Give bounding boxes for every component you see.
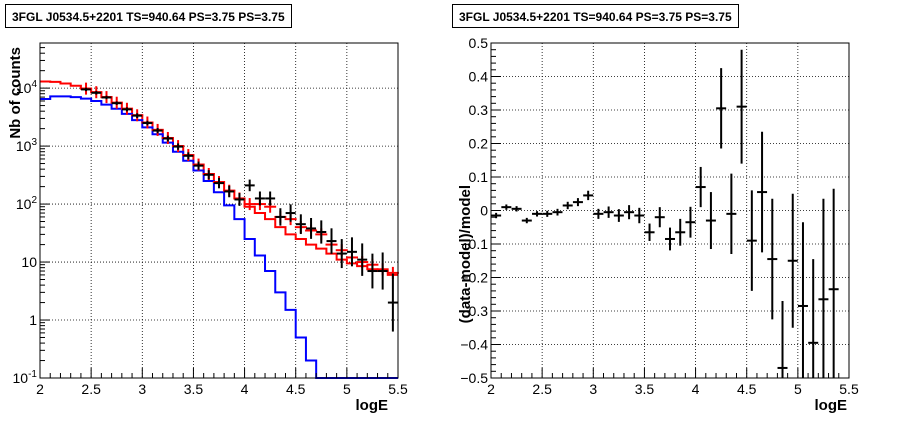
plot-frame	[39, 42, 399, 379]
x-tick-label: 4.5	[737, 381, 757, 397]
y-tick-label: 0.2	[469, 136, 489, 152]
x-tick-label: 4.5	[286, 381, 306, 397]
y-tick-label: 10	[21, 254, 37, 270]
y-tick-label: 102	[16, 195, 38, 212]
x-tick-label: 4	[692, 381, 700, 397]
y-tick-label: 104	[16, 79, 38, 96]
right-chart-title: 3FGL J0534.5+2201 TS=940.64 PS=3.75 PS=3…	[452, 4, 739, 28]
y-tick-label: 0.1	[469, 169, 489, 185]
x-tick-label: 5.5	[388, 381, 408, 397]
x-tick-label: 2.5	[532, 381, 552, 397]
y-tick-label: 10-1	[13, 369, 38, 386]
y-tick-label: 1	[29, 312, 37, 328]
y-tick-label: −0.2	[460, 270, 488, 286]
x-tick-label: 4	[241, 381, 249, 397]
plot-area	[491, 43, 849, 378]
x-tick-label: 3	[589, 381, 597, 397]
y-tick-label: 0.5	[469, 35, 489, 51]
x-tick-label: 3.5	[635, 381, 655, 397]
x-axis-label: logE	[356, 397, 389, 414]
y-tick-label: 103	[16, 137, 38, 154]
y-tick-label: −0.3	[460, 303, 488, 319]
y-axis-label: (data-model)/model	[457, 185, 474, 323]
x-tick-label: 2	[36, 381, 44, 397]
y-tick-label: 0.4	[469, 69, 489, 85]
x-tick-label: 2.5	[81, 381, 101, 397]
plot-area	[40, 43, 398, 378]
x-tick-label: 3.5	[184, 381, 204, 397]
x-tick-label: 3	[138, 381, 146, 397]
x-tick-label: 5	[343, 381, 351, 397]
residuals-chart: 2 2.5 3 3.5 4 4.5 5 5.5 −0.5 −0.4 −0.3 −0.2 −0.1 0 0.1…	[457, 35, 859, 414]
y-axis-label: Nb of counts	[7, 47, 24, 139]
x-tick-label: 2	[487, 381, 495, 397]
left-chart-title: 3FGL J0534.5+2201 TS=940.64 PS=3.75 PS=3…	[5, 4, 292, 28]
step-series-1	[40, 95, 398, 379]
counts-spectrum-chart: 2 2.5 3 3.5 4 4.5 5 5.5 10-1 1 10 102 103 104 logE Nb o…	[7, 42, 408, 414]
y-tick-label: −0.5	[460, 370, 488, 386]
y-tick-label: 0.3	[469, 102, 489, 118]
x-tick-label: 5.5	[839, 381, 859, 397]
y-tick-label: 0	[480, 203, 488, 219]
x-axis-label: logE	[815, 397, 848, 414]
y-tick-label: −0.1	[460, 236, 488, 252]
x-tick-label: 5	[794, 381, 802, 397]
y-tick-label: −0.4	[460, 337, 488, 353]
